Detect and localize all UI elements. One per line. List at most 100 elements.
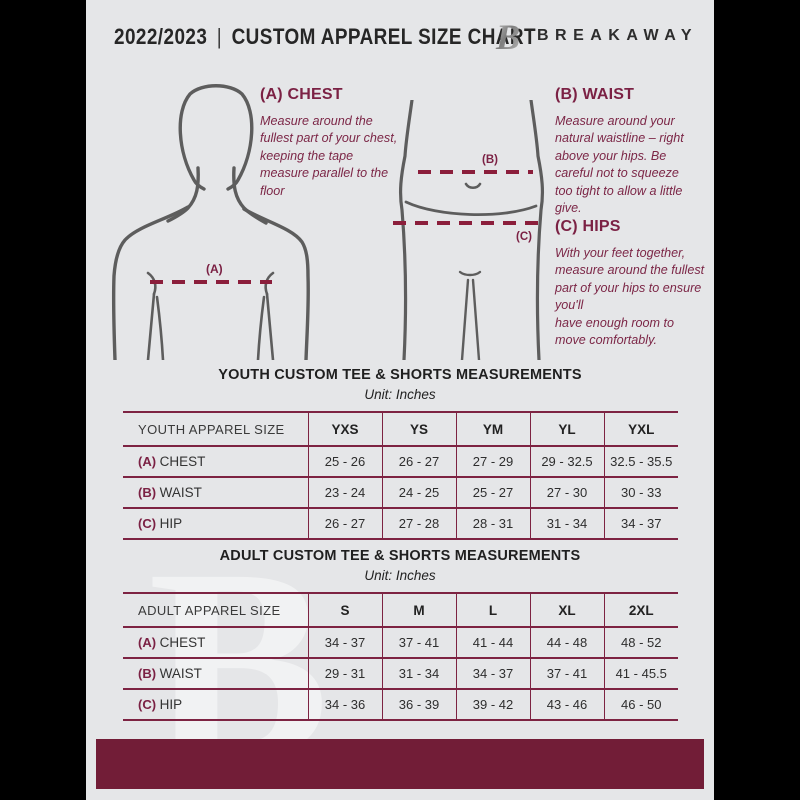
chest-guide: (A) CHEST Measure around the fullest par… bbox=[260, 86, 402, 200]
svg-text:B: B bbox=[495, 17, 520, 57]
adult-size-s: S bbox=[307, 592, 382, 628]
row-label: CHEST bbox=[159, 454, 206, 469]
chest-marker-label: (A) bbox=[206, 262, 223, 276]
waist-marker-label: (B) bbox=[482, 154, 498, 166]
youth-chest-row: (A) CHEST 25 - 26 26 - 27 27 - 29 29 - 3… bbox=[123, 445, 678, 478]
season-label: 2022/2023 bbox=[114, 24, 208, 49]
measurement-cell: 39 - 42 bbox=[455, 688, 530, 721]
youth-size-yxl: YXL bbox=[603, 411, 678, 447]
row-label: HIP bbox=[159, 697, 183, 712]
waist-guide-heading: (B) WAIST bbox=[555, 86, 635, 103]
row-header: (C) HIP bbox=[123, 507, 308, 540]
adult-size-table: ADULT APPAREL SIZE S M L XL 2XL (A) CHES… bbox=[123, 592, 678, 721]
leg-inner-left bbox=[460, 278, 470, 360]
side-left bbox=[398, 100, 414, 360]
footer-accent-bar bbox=[96, 739, 704, 789]
row-prefix: (C) bbox=[138, 516, 157, 531]
row-label: WAIST bbox=[159, 485, 202, 500]
youth-table-unit: Unit: Inches bbox=[364, 387, 436, 402]
hips-guide: (C) HIPS With your feet together, measur… bbox=[555, 218, 707, 349]
breakaway-logo-icon: B bbox=[486, 17, 520, 57]
youth-header-row: YOUTH APPAREL SIZE YXS YS YM YL YXL bbox=[123, 411, 678, 447]
upper-body-figure: (A) bbox=[111, 84, 310, 360]
measurement-cell: 44 - 48 bbox=[529, 626, 604, 659]
adult-table-title: ADULT CUSTOM TEE & SHORTS MEASUREMENTS bbox=[219, 548, 581, 564]
adult-size-m: M bbox=[381, 592, 456, 628]
measurement-cell: 36 - 39 bbox=[381, 688, 456, 721]
shoulder-right bbox=[242, 207, 310, 360]
adult-size-2xl: 2XL bbox=[603, 592, 678, 628]
navel-curve bbox=[464, 182, 482, 190]
measurement-cell: 25 - 27 bbox=[455, 476, 530, 509]
row-header: (A) CHEST bbox=[123, 626, 308, 659]
measurement-cell: 34 - 37 bbox=[455, 657, 530, 690]
row-label: CHEST bbox=[159, 635, 206, 650]
size-chart-page: B 2022/2023 | CUSTOM APPAREL SIZE CHART B bbox=[86, 0, 714, 800]
page-title: 2022/2023 | CUSTOM APPAREL SIZE CHART bbox=[114, 24, 536, 50]
measurement-cell: 30 - 33 bbox=[603, 476, 678, 509]
measurement-cell: 29 - 32.5 bbox=[529, 445, 604, 478]
row-prefix: (C) bbox=[138, 697, 157, 712]
hip-curve bbox=[404, 200, 538, 216]
measurement-cell: 37 - 41 bbox=[529, 657, 604, 690]
measurement-cell: 23 - 24 bbox=[307, 476, 382, 509]
adult-size-l: L bbox=[455, 592, 530, 628]
measurement-cell: 34 - 37 bbox=[603, 507, 678, 540]
arm-inner-left bbox=[146, 292, 156, 360]
measurement-cell: 24 - 25 bbox=[381, 476, 456, 509]
youth-size-ys: YS bbox=[381, 411, 456, 447]
adult-size-column-header: ADULT APPAREL SIZE bbox=[123, 592, 308, 628]
measurement-cell: 27 - 30 bbox=[529, 476, 604, 509]
brand-block: B BREAKAWAY bbox=[483, 14, 698, 58]
hips-guide-heading: (C) HIPS bbox=[555, 218, 621, 235]
adult-waist-row: (B) WAIST 29 - 31 31 - 34 34 - 37 37 - 4… bbox=[123, 657, 678, 690]
row-header: (A) CHEST bbox=[123, 445, 308, 478]
title-text: CUSTOM APPAREL SIZE CHART bbox=[231, 24, 536, 49]
measurement-cell: 26 - 27 bbox=[307, 507, 382, 540]
row-label: HIP bbox=[159, 516, 183, 531]
measurement-cell: 26 - 27 bbox=[381, 445, 456, 478]
crotch-curve bbox=[458, 270, 482, 277]
measurement-cell: 46 - 50 bbox=[603, 688, 678, 721]
youth-size-ym: YM bbox=[455, 411, 530, 447]
head-outline bbox=[178, 84, 254, 191]
measurement-cell: 37 - 41 bbox=[381, 626, 456, 659]
row-prefix: (B) bbox=[138, 485, 157, 500]
measurement-cell: 29 - 31 bbox=[307, 657, 382, 690]
measurement-cell: 32.5 - 35.5 bbox=[603, 445, 678, 478]
torso-side-right bbox=[256, 295, 266, 360]
youth-size-yl: YL bbox=[529, 411, 604, 447]
page-header: 2022/2023 | CUSTOM APPAREL SIZE CHART B bbox=[86, 0, 714, 72]
chest-guide-body: Measure around the fullest part of your … bbox=[260, 114, 398, 198]
youth-size-yxs: YXS bbox=[307, 411, 382, 447]
youth-hip-row: (C) HIP 26 - 27 27 - 28 28 - 31 31 - 34 … bbox=[123, 507, 678, 540]
waist-guide: (B) WAIST Measure around your natural wa… bbox=[555, 86, 697, 217]
leg-inner-right bbox=[471, 278, 481, 360]
row-prefix: (A) bbox=[138, 454, 157, 469]
waist-guide-body: Measure around your natural waistline – … bbox=[555, 114, 684, 215]
youth-size-table: YOUTH APPAREL SIZE YXS YS YM YL YXL (A) … bbox=[123, 411, 678, 540]
youth-table-title: YOUTH CUSTOM TEE & SHORTS MEASUREMENTS bbox=[218, 367, 582, 383]
torso-side-left bbox=[155, 295, 165, 360]
measurement-cell: 31 - 34 bbox=[381, 657, 456, 690]
youth-waist-row: (B) WAIST 23 - 24 24 - 25 25 - 27 27 - 3… bbox=[123, 476, 678, 509]
measurement-cell: 27 - 29 bbox=[455, 445, 530, 478]
youth-size-column-header: YOUTH APPAREL SIZE bbox=[123, 411, 308, 447]
arm-inner-right bbox=[265, 292, 275, 360]
hips-marker-label: (C) bbox=[516, 231, 532, 243]
row-header: (B) WAIST bbox=[123, 657, 308, 690]
measurement-cell: 41 - 44 bbox=[455, 626, 530, 659]
row-prefix: (B) bbox=[138, 666, 157, 681]
side-right bbox=[529, 100, 545, 360]
hips-guide-body: With your feet together, measure around … bbox=[555, 246, 705, 347]
chest-guide-heading: (A) CHEST bbox=[260, 86, 343, 103]
adult-chest-row: (A) CHEST 34 - 37 37 - 41 41 - 44 44 - 4… bbox=[123, 626, 678, 659]
adult-hip-row: (C) HIP 34 - 36 36 - 39 39 - 42 43 - 46 … bbox=[123, 688, 678, 721]
brand-name: BREAKAWAY bbox=[536, 27, 698, 44]
measurement-cell: 31 - 34 bbox=[529, 507, 604, 540]
measurement-cell: 28 - 31 bbox=[455, 507, 530, 540]
measurement-cell: 48 - 52 bbox=[603, 626, 678, 659]
adult-size-xl: XL bbox=[529, 592, 604, 628]
title-divider: | bbox=[216, 24, 223, 49]
row-header: (B) WAIST bbox=[123, 476, 308, 509]
